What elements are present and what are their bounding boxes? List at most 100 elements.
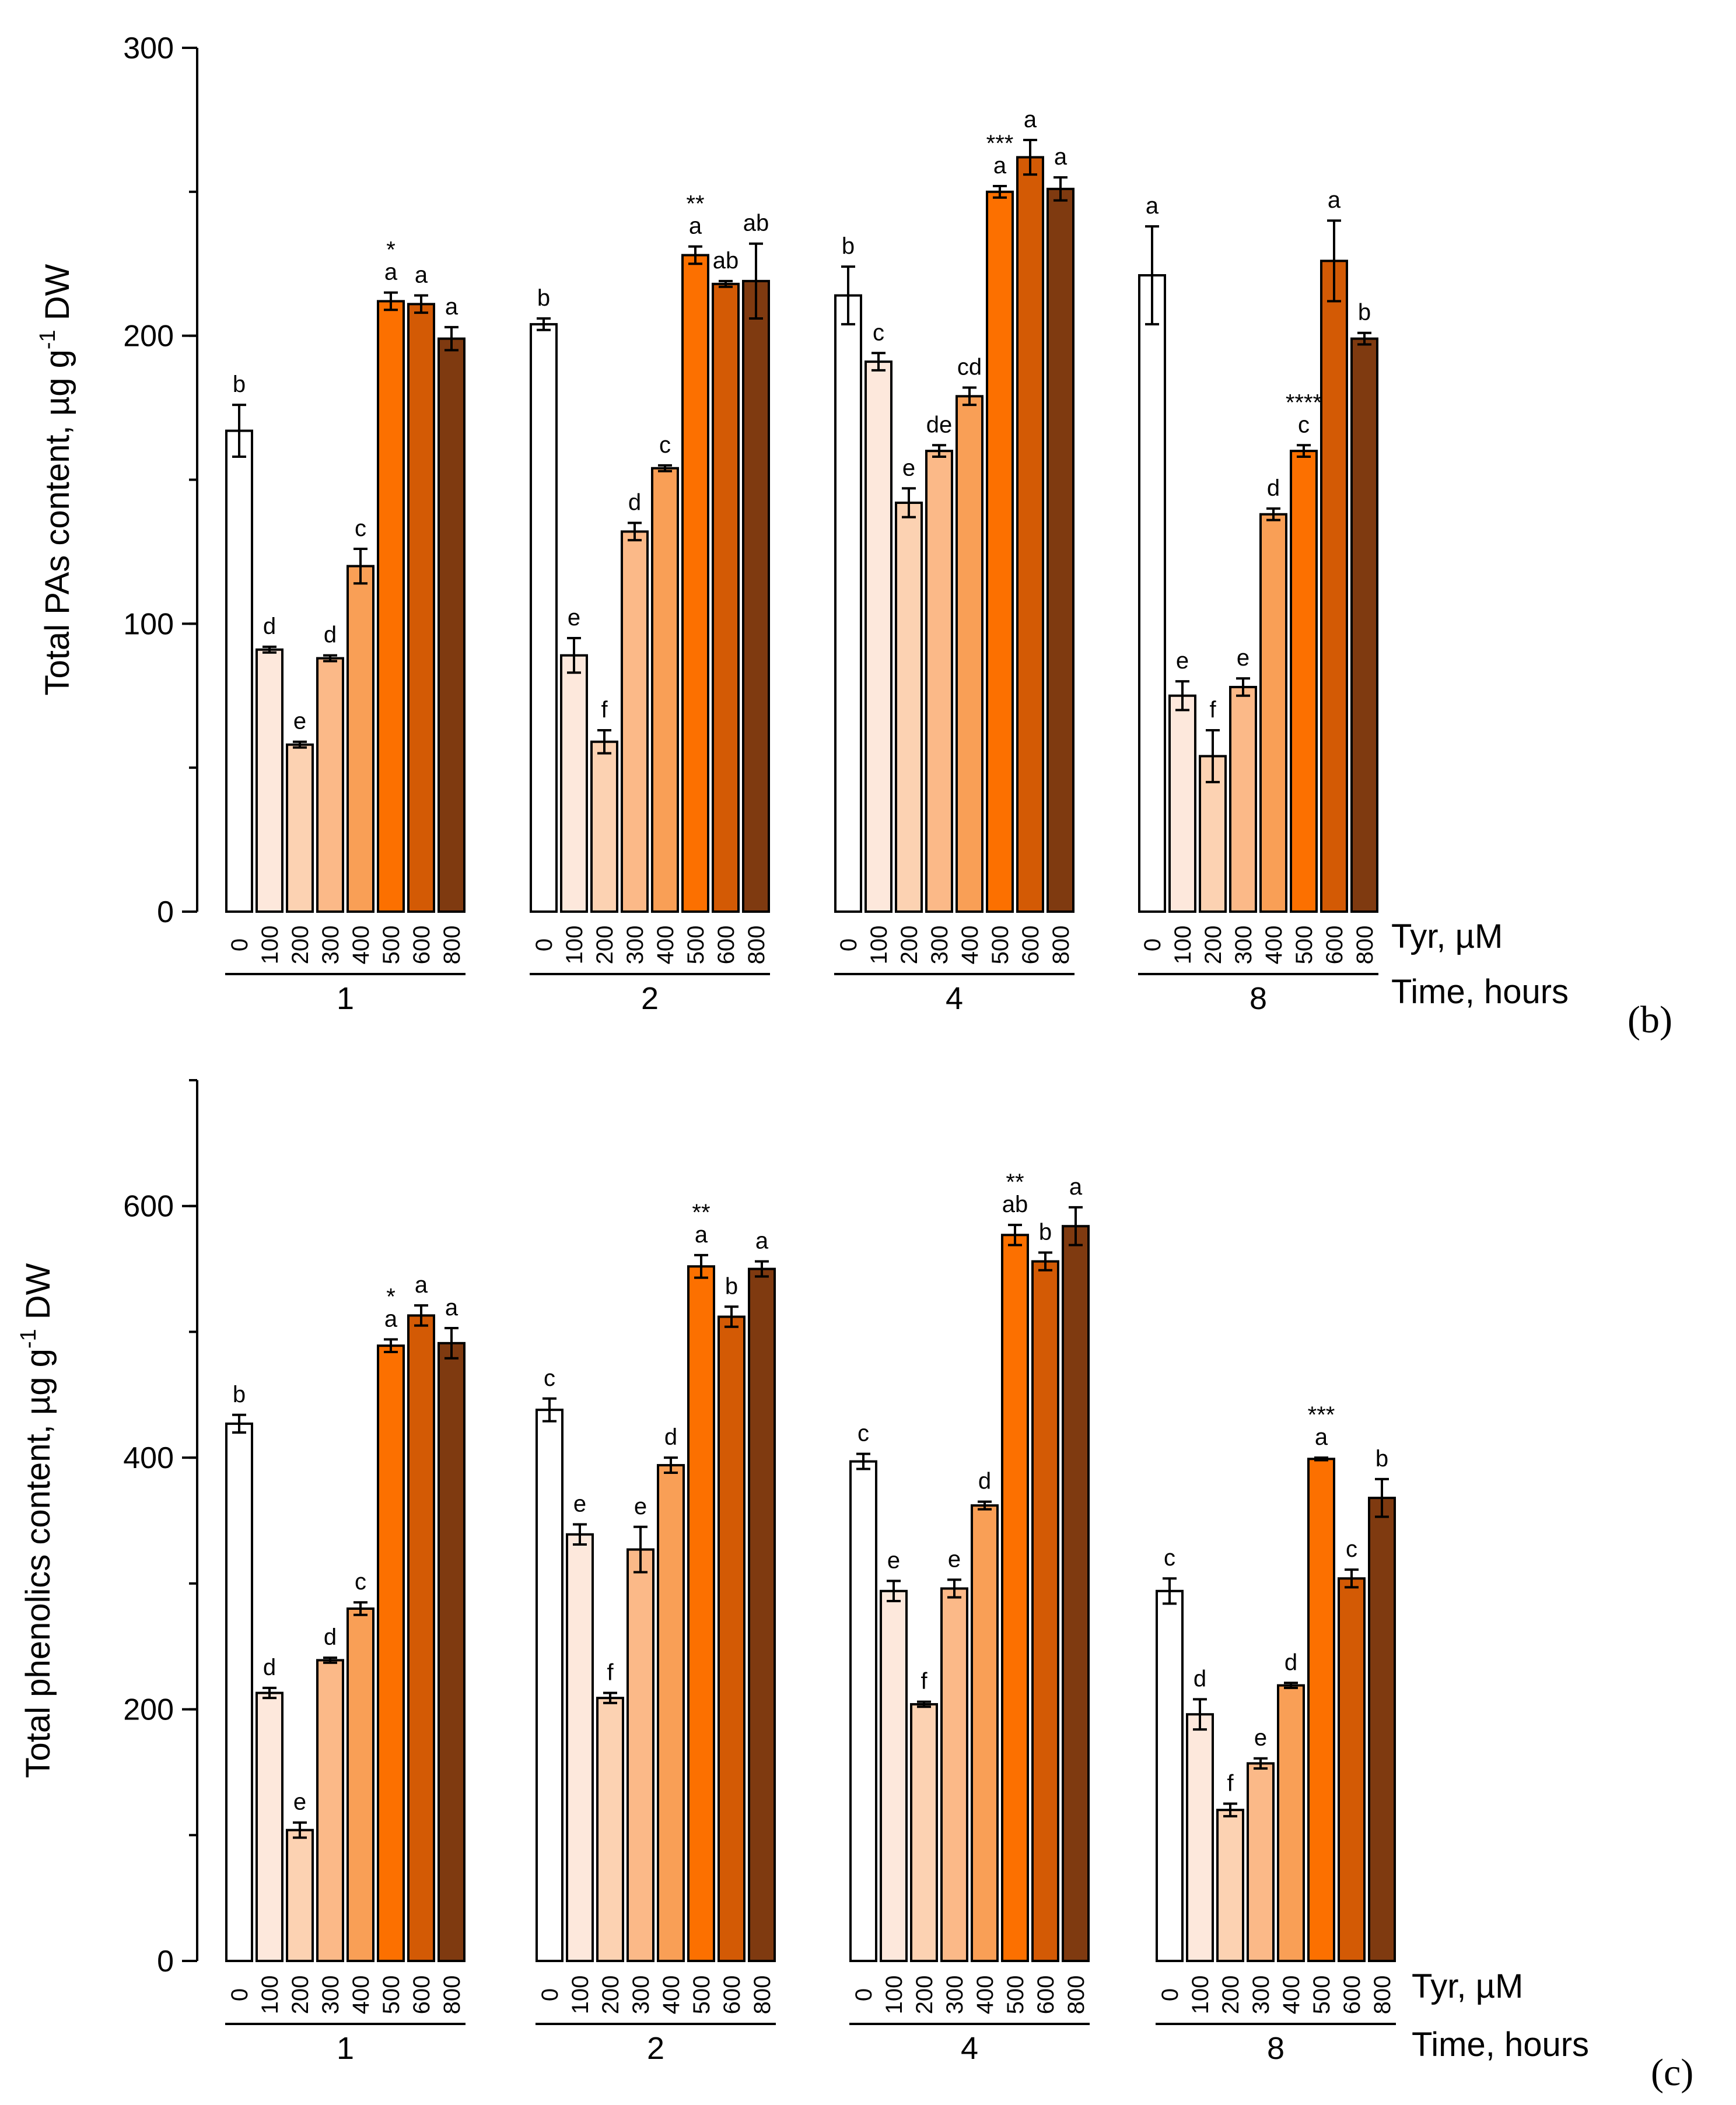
y-tick-label: 0 — [157, 895, 174, 929]
tyr-concentration-label: 800 — [1352, 926, 1378, 965]
tyr-concentration-label: 200 — [592, 926, 618, 965]
y-tick-label: 300 — [123, 31, 174, 65]
error-bar — [1254, 1757, 1268, 1770]
significance-letter: f — [1209, 697, 1216, 723]
error-bar — [323, 1656, 337, 1664]
significance-letter: d — [664, 1424, 677, 1450]
bar — [530, 323, 558, 913]
significance-letter: c — [355, 516, 366, 541]
error-bar — [597, 728, 611, 755]
tyr-concentration-label: 400 — [348, 1976, 374, 2015]
tyr-concentration-label: 300 — [318, 926, 344, 965]
bar-group-time-8: a 0 e 100 f 200 e 300 d 400 c**** 500 a 600 b 800 8 — [1138, 187, 1378, 1016]
y-tick-label: 400 — [123, 1441, 174, 1475]
y-tick-label: 200 — [123, 1693, 174, 1727]
tyr-concentration-label: 300 — [1248, 1976, 1274, 2015]
error-bar — [1375, 1477, 1389, 1518]
error-bar — [293, 740, 307, 749]
significance-letter: a — [1069, 1174, 1083, 1200]
tyr-concentration-label: 200 — [1218, 1976, 1244, 2015]
bar — [256, 648, 284, 913]
bar — [407, 1314, 435, 1962]
bar — [1350, 337, 1378, 913]
error-bar — [354, 547, 368, 585]
error-bar — [1345, 1568, 1359, 1589]
tyr-concentration-label: 500 — [379, 1976, 404, 2015]
bar — [849, 1460, 877, 1962]
significance-letter: a — [689, 213, 702, 239]
significance-letter: b — [1039, 1220, 1052, 1245]
error-bar — [232, 1413, 246, 1434]
error-bar — [414, 294, 428, 314]
bar — [681, 254, 709, 913]
tyr-concentration-label: 0 — [1140, 938, 1166, 951]
error-bar — [664, 1456, 678, 1474]
bar — [225, 429, 253, 913]
bar — [834, 294, 862, 913]
time-group-label: 8 — [1250, 981, 1267, 1016]
tyr-concentration-label: 200 — [1200, 926, 1226, 965]
tyr-concentration-label: 500 — [689, 1976, 715, 2015]
error-bar — [1314, 1456, 1328, 1462]
error-bar — [567, 637, 581, 674]
bar-group-time-8: c 0 d 100 f 200 e 300 d 400 a*** 500 c 600 b 800 8 — [1156, 1402, 1396, 2066]
y-axis-title: Total phenolics content, µg g-1 DW — [16, 1263, 57, 1778]
significance-letter: d — [263, 614, 276, 639]
significance-letter: a — [445, 294, 459, 320]
significance-letter: e — [634, 1494, 647, 1519]
error-bar — [947, 1578, 961, 1599]
error-bar — [414, 1304, 428, 1327]
significance-letter: d — [628, 490, 641, 516]
bar — [651, 467, 679, 913]
significance-letter: a — [1315, 1424, 1328, 1450]
time-group-label: 2 — [641, 981, 659, 1016]
bar — [1368, 1497, 1396, 1962]
significance-letter: f — [921, 1669, 928, 1694]
error-bar — [932, 444, 946, 458]
tyr-concentration-label: 600 — [1322, 926, 1348, 965]
tyr-concentration-label: 0 — [227, 938, 253, 951]
significance-letter: d — [324, 1624, 337, 1650]
significance-letter: c — [1298, 412, 1310, 437]
bar — [1062, 1225, 1090, 1962]
significance-letter: e — [1237, 645, 1250, 671]
significance-letter: c — [858, 1421, 869, 1446]
error-bar — [262, 1686, 276, 1700]
significance-letter: c — [1346, 1536, 1357, 1562]
tyr-concentration-label: 600 — [713, 926, 739, 965]
error-bar — [856, 1452, 870, 1470]
tyr-concentration-label: 600 — [409, 1976, 435, 2015]
significance-letter: b — [842, 233, 855, 259]
bar — [1338, 1577, 1366, 1962]
significance-letter: e — [1176, 648, 1189, 674]
bar — [621, 530, 649, 913]
tyr-concentration-label: 400 — [348, 926, 374, 965]
tyr-concentration-label: 100 — [257, 1976, 283, 2015]
significance-letter: d — [324, 622, 337, 648]
tyr-concentration-label: 800 — [1063, 1976, 1089, 2015]
tyr-concentration-label: 500 — [1309, 1976, 1335, 2015]
tyr-concentration-label: 800 — [439, 926, 465, 965]
tyr-concentration-label: 200 — [912, 1976, 937, 2015]
error-bar — [634, 1525, 648, 1574]
error-bar — [323, 654, 337, 663]
significance-letter: c — [873, 320, 884, 345]
error-bar — [628, 521, 642, 542]
tyr-concentration-label: 0 — [1157, 1988, 1183, 2001]
error-bar — [444, 325, 459, 352]
error-bar — [603, 1691, 617, 1704]
error-bar — [917, 1700, 931, 1708]
bar — [1229, 685, 1257, 913]
error-bar — [1236, 677, 1250, 697]
error-bar — [963, 386, 977, 407]
tyr-concentration-label: 200 — [288, 1976, 313, 2015]
significance-letter: c — [1164, 1545, 1175, 1571]
bar — [536, 1409, 564, 1962]
x-axis-title-tyr: Tyr, µM — [1391, 917, 1503, 955]
error-bar — [232, 404, 246, 458]
significance-letter: ab — [1002, 1192, 1028, 1217]
significance-stars: ** — [686, 191, 704, 217]
tyr-concentration-label: 300 — [942, 1976, 968, 2015]
bar — [1168, 694, 1196, 913]
